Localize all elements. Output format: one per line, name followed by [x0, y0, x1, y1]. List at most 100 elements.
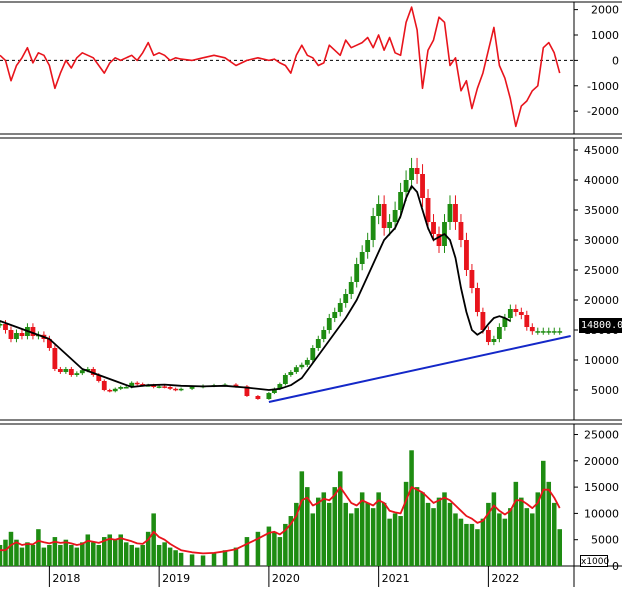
volume-bar: [277, 537, 283, 566]
price-candle-body: [354, 264, 360, 282]
volume-bar: [425, 502, 431, 566]
volume-bar: [332, 487, 338, 566]
x-axis-year-label: 2022: [491, 572, 519, 585]
volume-bar: [546, 481, 552, 566]
oscillator-y-tick-label: -1000: [587, 80, 619, 93]
price-candle-body: [244, 386, 250, 396]
price-candle-body: [513, 309, 519, 312]
price-y-tick-label: 30000: [584, 234, 619, 247]
volume-bar: [162, 542, 167, 566]
volume-bar: [14, 539, 19, 566]
price-candle-body: [524, 315, 530, 327]
price-candle-body: [0, 324, 3, 326]
volume-bar: [480, 518, 486, 566]
price-candle-body: [315, 339, 321, 348]
volume-bar: [453, 513, 458, 566]
volume-unit-label: x1000: [580, 555, 610, 567]
price-candle-body: [332, 312, 338, 318]
price-candle-body: [392, 210, 398, 222]
volume-bar: [244, 537, 250, 566]
volume-bar: [376, 492, 381, 566]
volume-bar: [8, 531, 14, 566]
price-candle-body: [535, 331, 541, 333]
x-axis-year-label: 2021: [382, 572, 410, 585]
x-axis-year-label: 2020: [272, 572, 300, 585]
volume-bar: [469, 523, 475, 566]
volume-bar: [409, 450, 414, 566]
volume-bar: [381, 502, 387, 566]
price-candle-body: [409, 168, 414, 180]
volume-bar: [519, 497, 524, 566]
price-candle-body: [85, 369, 91, 371]
volume-bar: [36, 529, 41, 566]
volume-moving-average-line: [0, 486, 561, 555]
price-candle-body: [68, 369, 74, 375]
volume-bar: [178, 552, 184, 566]
price-candle-body: [365, 240, 371, 252]
volume-bar: [359, 492, 365, 566]
volume-bar: [387, 518, 392, 566]
volume-y-tick-label: 5000: [591, 534, 619, 547]
volume-bar: [321, 492, 327, 566]
volume-bar: [557, 529, 562, 566]
volume-bar: [283, 523, 288, 566]
price-candle-body: [101, 381, 107, 390]
price-candle-body: [557, 331, 563, 333]
price-candle-body: [447, 204, 453, 222]
volume-bar: [294, 502, 299, 566]
price-candle-body: [370, 216, 376, 240]
volume-bar: [41, 547, 47, 566]
x-axis-year-label: 2019: [162, 572, 190, 585]
volume-bar: [69, 544, 74, 566]
volume-bar: [420, 492, 425, 566]
price-candle-body: [173, 388, 179, 391]
oscillator-y-tick-label: 2000: [591, 4, 619, 17]
volume-bar: [156, 544, 162, 566]
price-candle-body: [337, 303, 343, 312]
price-candle-body: [529, 327, 535, 332]
price-y-tick-label: 5000: [591, 384, 619, 397]
price-candle-body: [491, 339, 497, 342]
price-candle-body: [107, 390, 113, 392]
price-y-tick-label: 25000: [584, 264, 619, 277]
x-axis: 2018 2019 2020 2021 2022: [48, 566, 575, 587]
price-candle-body: [485, 330, 491, 342]
volume-bar: [189, 554, 195, 566]
volume-y-tick-label: 15000: [584, 481, 619, 494]
volume-bar: [326, 502, 332, 566]
price-candle-body: [507, 309, 513, 318]
oscillator-y-tick-label: 0: [612, 54, 619, 67]
price-candle-body: [19, 333, 25, 336]
volume-bar: [63, 539, 69, 566]
volume-bar: [0, 544, 3, 566]
price-y-tick-label: 35000: [584, 204, 619, 217]
volume-bar: [310, 513, 316, 566]
price-candle-body: [299, 364, 305, 368]
price-candle-body: [189, 387, 195, 389]
volume-bar: [343, 502, 348, 566]
price-candle-body: [178, 388, 184, 391]
price-candle-body: [57, 369, 63, 372]
volume-bar: [464, 523, 469, 566]
volume-bar: [535, 492, 541, 566]
price-candle-body: [3, 324, 8, 330]
volume-bar: [58, 544, 63, 566]
volume-bar: [129, 544, 134, 566]
volume-bar: [436, 497, 442, 566]
volume-bar: [458, 518, 464, 566]
price-candle-body: [140, 384, 146, 386]
price-candle-body: [546, 331, 552, 333]
volume-bar: [151, 513, 156, 566]
price-candle-body: [403, 180, 409, 192]
volume-y-tick-label: 10000: [584, 507, 619, 520]
price-candle-body: [425, 198, 431, 222]
volume-bar: [52, 537, 58, 566]
price-candle-body: [129, 382, 135, 387]
price-candle-body: [96, 375, 102, 381]
price-candle-body: [14, 333, 19, 339]
last-price-label: 14800.00: [579, 318, 622, 333]
volume-bar: [316, 497, 321, 566]
volume-bar: [145, 531, 151, 566]
